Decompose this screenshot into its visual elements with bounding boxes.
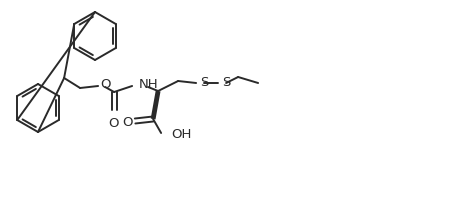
- Text: NH: NH: [139, 78, 159, 90]
- Text: S: S: [200, 75, 209, 88]
- Text: OH: OH: [171, 129, 191, 141]
- Text: O: O: [108, 117, 118, 130]
- Text: O: O: [122, 116, 133, 129]
- Text: O: O: [100, 79, 111, 92]
- Text: S: S: [222, 75, 230, 88]
